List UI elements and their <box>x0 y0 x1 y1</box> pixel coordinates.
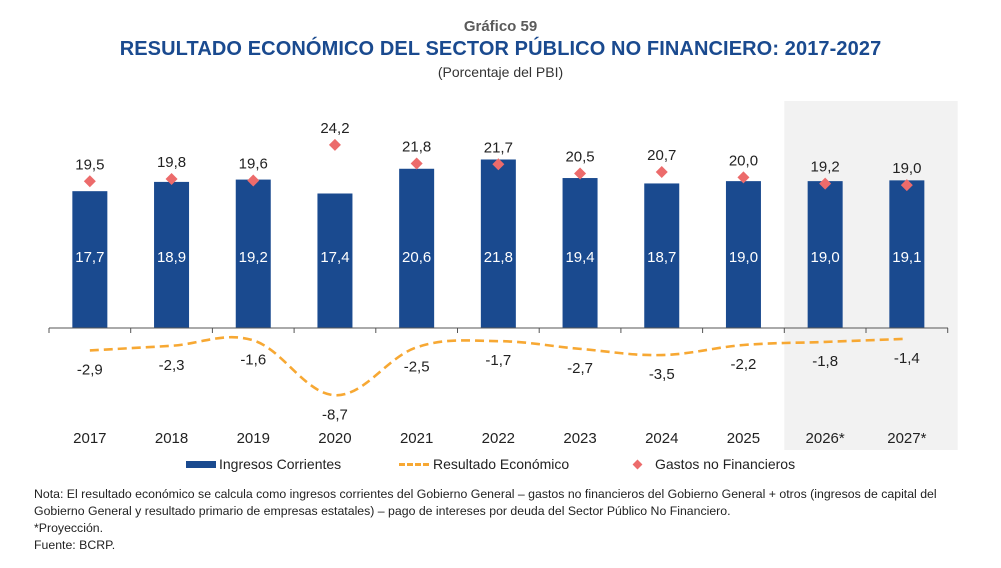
chart-subtitle: (Porcentaje del PBI) <box>437 64 564 80</box>
line-value-label: -1,4 <box>894 350 920 367</box>
x-axis-category-label: 2018 <box>155 430 188 447</box>
bar-value-label: 17,4 <box>320 249 349 266</box>
line-value-label: -2,9 <box>77 361 103 378</box>
x-axis-category-label: 2025 <box>727 430 760 447</box>
bar-value-label: 19,0 <box>729 249 758 266</box>
bar-value-label: 17,7 <box>75 249 104 266</box>
x-axis-category-label: 2023 <box>563 430 596 447</box>
bars-group <box>72 159 925 328</box>
labels-group: 17,7 18,9 19,2 17,4 20,6 21,8 19,4 18,7 19,0 19,0… <box>73 120 926 447</box>
legend-label: Resultado Económico <box>433 456 570 472</box>
x-axis-category-label: 2019 <box>237 430 270 447</box>
bar-ingresos-corrientes <box>399 168 435 328</box>
bar-ingresos-corrientes <box>644 183 680 328</box>
line-value-label: -1,8 <box>812 353 838 370</box>
marker-value-label: 19,0 <box>892 160 921 177</box>
marker-value-label: 19,8 <box>157 154 186 171</box>
bar-ingresos-corrientes <box>154 181 190 328</box>
bar-value-label: 18,7 <box>647 249 676 266</box>
marker-value-label: 24,2 <box>320 120 349 137</box>
bar-value-label: 18,9 <box>157 249 186 266</box>
marker-gastos-no-financieros <box>165 172 178 185</box>
source-note: Fuente: BCRP. <box>34 538 116 552</box>
chart-title: RESULTADO ECONÓMICO DEL SECTOR PÚBLICO N… <box>119 38 882 60</box>
legend-item-gastos: Gastos no Financieros <box>630 456 795 472</box>
projection-note: *Proyección. <box>34 521 104 535</box>
bar-value-label: 19,0 <box>811 249 840 266</box>
marker-gastos-no-financieros <box>410 157 423 170</box>
marker-value-label: 21,7 <box>484 139 513 156</box>
x-axis-category-label: 2022 <box>482 430 515 447</box>
x-axis-category-label: 2021 <box>400 430 433 447</box>
legend-item-resultado: Resultado Económico <box>399 456 569 472</box>
chart-number: Gráfico 59 <box>463 18 538 35</box>
line-value-label: -2,5 <box>404 358 430 375</box>
marker-gastos-no-financieros <box>83 175 96 188</box>
marker-value-label: 20,7 <box>647 147 676 164</box>
marker-value-label: 19,6 <box>239 155 268 172</box>
line-value-label: -3,5 <box>649 366 675 383</box>
marker-gastos-no-financieros <box>900 179 913 192</box>
bar-value-label: 19,4 <box>565 249 594 266</box>
bar-ingresos-corrientes <box>72 191 108 328</box>
x-axis-category-label: 2026* <box>806 430 845 447</box>
marker-value-label: 19,5 <box>75 156 104 173</box>
bar-ingresos-corrientes <box>725 181 761 328</box>
bar-value-label: 19,1 <box>892 249 921 266</box>
bar-ingresos-corrientes <box>807 181 843 328</box>
x-axis-category-label: 2027* <box>887 430 926 447</box>
line-value-label: -1,7 <box>485 352 511 369</box>
chart-plot: 17,7 18,9 19,2 17,4 20,6 21,8 19,4 18,7 19,0 19,0… <box>48 101 958 450</box>
bar-ingresos-corrientes <box>317 193 353 328</box>
marker-value-label: 20,0 <box>729 152 758 169</box>
x-axis-category-label: 2024 <box>645 430 678 447</box>
line-value-label: -2,7 <box>567 360 593 377</box>
bar-ingresos-corrientes <box>480 159 516 328</box>
resultado-economico-line <box>89 335 907 397</box>
diamond-swatch-icon <box>632 459 643 469</box>
line-value-label: -2,2 <box>731 356 757 373</box>
chart-notes: Nota: El resultado económico se calcula … <box>34 486 974 554</box>
bar-value-label: 20,6 <box>402 249 431 266</box>
legend: Ingresos Corrientes Resultado Económico … <box>0 456 1001 478</box>
marker-gastos-no-financieros <box>328 138 341 151</box>
bar-ingresos-corrientes <box>889 180 925 328</box>
marker-gastos-no-financieros <box>247 174 260 187</box>
bar-value-label: 19,2 <box>239 249 268 266</box>
bar-ingresos-corrientes <box>562 178 598 328</box>
legend-item-ingresos: Ingresos Corrientes <box>186 456 341 472</box>
legend-label: Ingresos Corrientes <box>219 456 342 472</box>
line-value-label: -2,3 <box>159 357 185 374</box>
line-value-label: -1,6 <box>240 351 266 368</box>
bar-swatch-icon <box>186 460 216 468</box>
x-axis-category-label: 2020 <box>318 430 351 447</box>
marker-value-label: 20,5 <box>565 149 594 166</box>
bar-ingresos-corrientes <box>235 179 271 328</box>
x-axis-category-label: 2017 <box>73 430 106 447</box>
marker-value-label: 19,2 <box>811 159 840 176</box>
marker-gastos-no-financieros <box>574 167 587 180</box>
marker-value-label: 21,8 <box>402 138 431 155</box>
line-value-label: -8,7 <box>322 406 348 423</box>
marker-gastos-no-financieros <box>819 177 832 190</box>
markers-group <box>83 138 913 192</box>
x-axis-ticks <box>48 328 949 333</box>
marker-gastos-no-financieros <box>655 165 668 178</box>
dashed-line-swatch-icon <box>399 462 429 466</box>
marker-gastos-no-financieros <box>492 158 505 171</box>
marker-gastos-no-financieros <box>737 171 750 184</box>
note-text: Nota: El resultado económico se calcula … <box>34 487 937 518</box>
bar-value-label: 21,8 <box>484 249 513 266</box>
legend-label: Gastos no Financieros <box>655 456 796 472</box>
